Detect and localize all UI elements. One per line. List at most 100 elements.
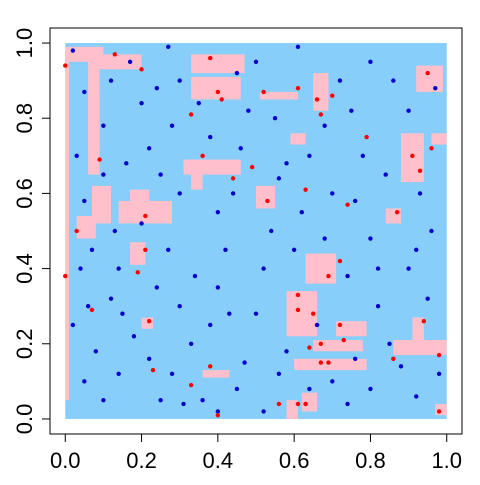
blue-point — [208, 322, 213, 328]
red-point — [295, 292, 301, 298]
red-point — [265, 198, 270, 204]
blue-point — [322, 123, 327, 128]
red-point — [74, 228, 79, 234]
blue-point — [387, 341, 392, 346]
x-tick-label: 0.8 — [355, 448, 386, 473]
blue-point — [196, 100, 201, 106]
blue-point — [108, 78, 114, 83]
red-point — [97, 157, 102, 162]
blue-point — [116, 266, 121, 271]
red-point — [318, 360, 324, 365]
blue-point — [368, 59, 373, 65]
blue-point — [208, 134, 213, 140]
highlight-region-layer — [65, 46, 447, 419]
blue-point — [70, 322, 76, 328]
red-point — [425, 70, 430, 76]
blue-point — [154, 85, 160, 91]
blue-point — [322, 236, 327, 241]
blue-point — [200, 397, 205, 403]
red-point — [215, 413, 221, 418]
highlight-region — [118, 200, 173, 224]
highlight-region — [301, 392, 318, 412]
blue-point — [284, 349, 289, 354]
highlight-region — [259, 91, 298, 100]
blue-point — [74, 153, 79, 159]
blue-point — [330, 191, 335, 196]
blue-point — [215, 409, 221, 414]
highlight-region — [313, 340, 363, 352]
blue-point — [230, 191, 236, 196]
red-point — [421, 319, 427, 324]
blue-point — [166, 44, 171, 49]
blue-point — [299, 210, 304, 215]
red-point — [63, 273, 68, 279]
blue-point — [433, 85, 438, 91]
highlight-region — [95, 54, 142, 70]
highlight-region — [256, 185, 276, 209]
blue-point — [417, 191, 423, 196]
red-point — [63, 63, 68, 68]
blue-point — [166, 247, 171, 252]
highlight-region — [130, 242, 146, 265]
blue-point — [276, 371, 282, 377]
red-point — [391, 356, 396, 362]
blue-point — [391, 78, 396, 83]
highlight-region — [141, 317, 153, 329]
blue-point — [383, 172, 388, 177]
blue-point — [337, 78, 343, 83]
x-tick-label: 0.6 — [279, 448, 310, 473]
y-tick-label: 0.4 — [12, 253, 37, 284]
blue-point — [352, 356, 358, 362]
red-point — [318, 341, 324, 346]
blue-point — [398, 364, 404, 369]
red-point — [330, 93, 335, 98]
highlight-region — [290, 133, 306, 145]
red-point — [345, 202, 350, 207]
blue-point — [139, 100, 144, 106]
blue-point — [276, 176, 282, 181]
highlight-region — [431, 133, 447, 145]
red-point — [230, 176, 236, 181]
blue-point — [82, 89, 87, 95]
red-point — [276, 401, 282, 407]
blue-point — [330, 379, 335, 384]
blue-point — [101, 123, 106, 128]
blue-point — [177, 191, 182, 196]
blue-point — [314, 322, 320, 328]
blue-point — [116, 371, 121, 377]
red-point — [139, 67, 144, 72]
blue-point — [101, 172, 106, 177]
blue-point — [234, 386, 240, 392]
blue-point — [238, 146, 243, 151]
red-point — [215, 89, 221, 95]
x-tick-label: 1.0 — [431, 448, 462, 473]
red-point — [326, 273, 331, 279]
red-point — [261, 89, 266, 95]
blue-point — [272, 116, 278, 121]
highlight-region — [290, 306, 298, 322]
highlight-region — [65, 50, 70, 401]
red-point — [89, 307, 95, 313]
blue-point — [158, 397, 163, 403]
blue-point — [406, 266, 411, 271]
blue-point — [101, 397, 106, 403]
blue-point — [120, 311, 125, 316]
blue-point — [375, 266, 381, 271]
highlight-region — [91, 185, 112, 224]
highlight-region — [76, 215, 96, 239]
blue-point — [375, 303, 381, 309]
red-point — [436, 409, 442, 414]
blue-point — [124, 161, 129, 166]
axes-layer: 0.0 0.2 0.4 0.6 0.8 1.0 0.0 0.2 0.4 0.6 0.8 1.0 — [12, 27, 463, 473]
blue-point — [82, 379, 87, 384]
red-point — [295, 401, 301, 407]
y-tick-label: 0.6 — [12, 178, 37, 209]
red-point — [311, 311, 316, 316]
blue-point — [215, 285, 221, 290]
blue-point — [349, 108, 354, 113]
red-point — [410, 153, 415, 159]
x-tick-label: 0.4 — [203, 448, 234, 473]
blue-point — [368, 236, 373, 241]
blue-point — [131, 334, 137, 339]
